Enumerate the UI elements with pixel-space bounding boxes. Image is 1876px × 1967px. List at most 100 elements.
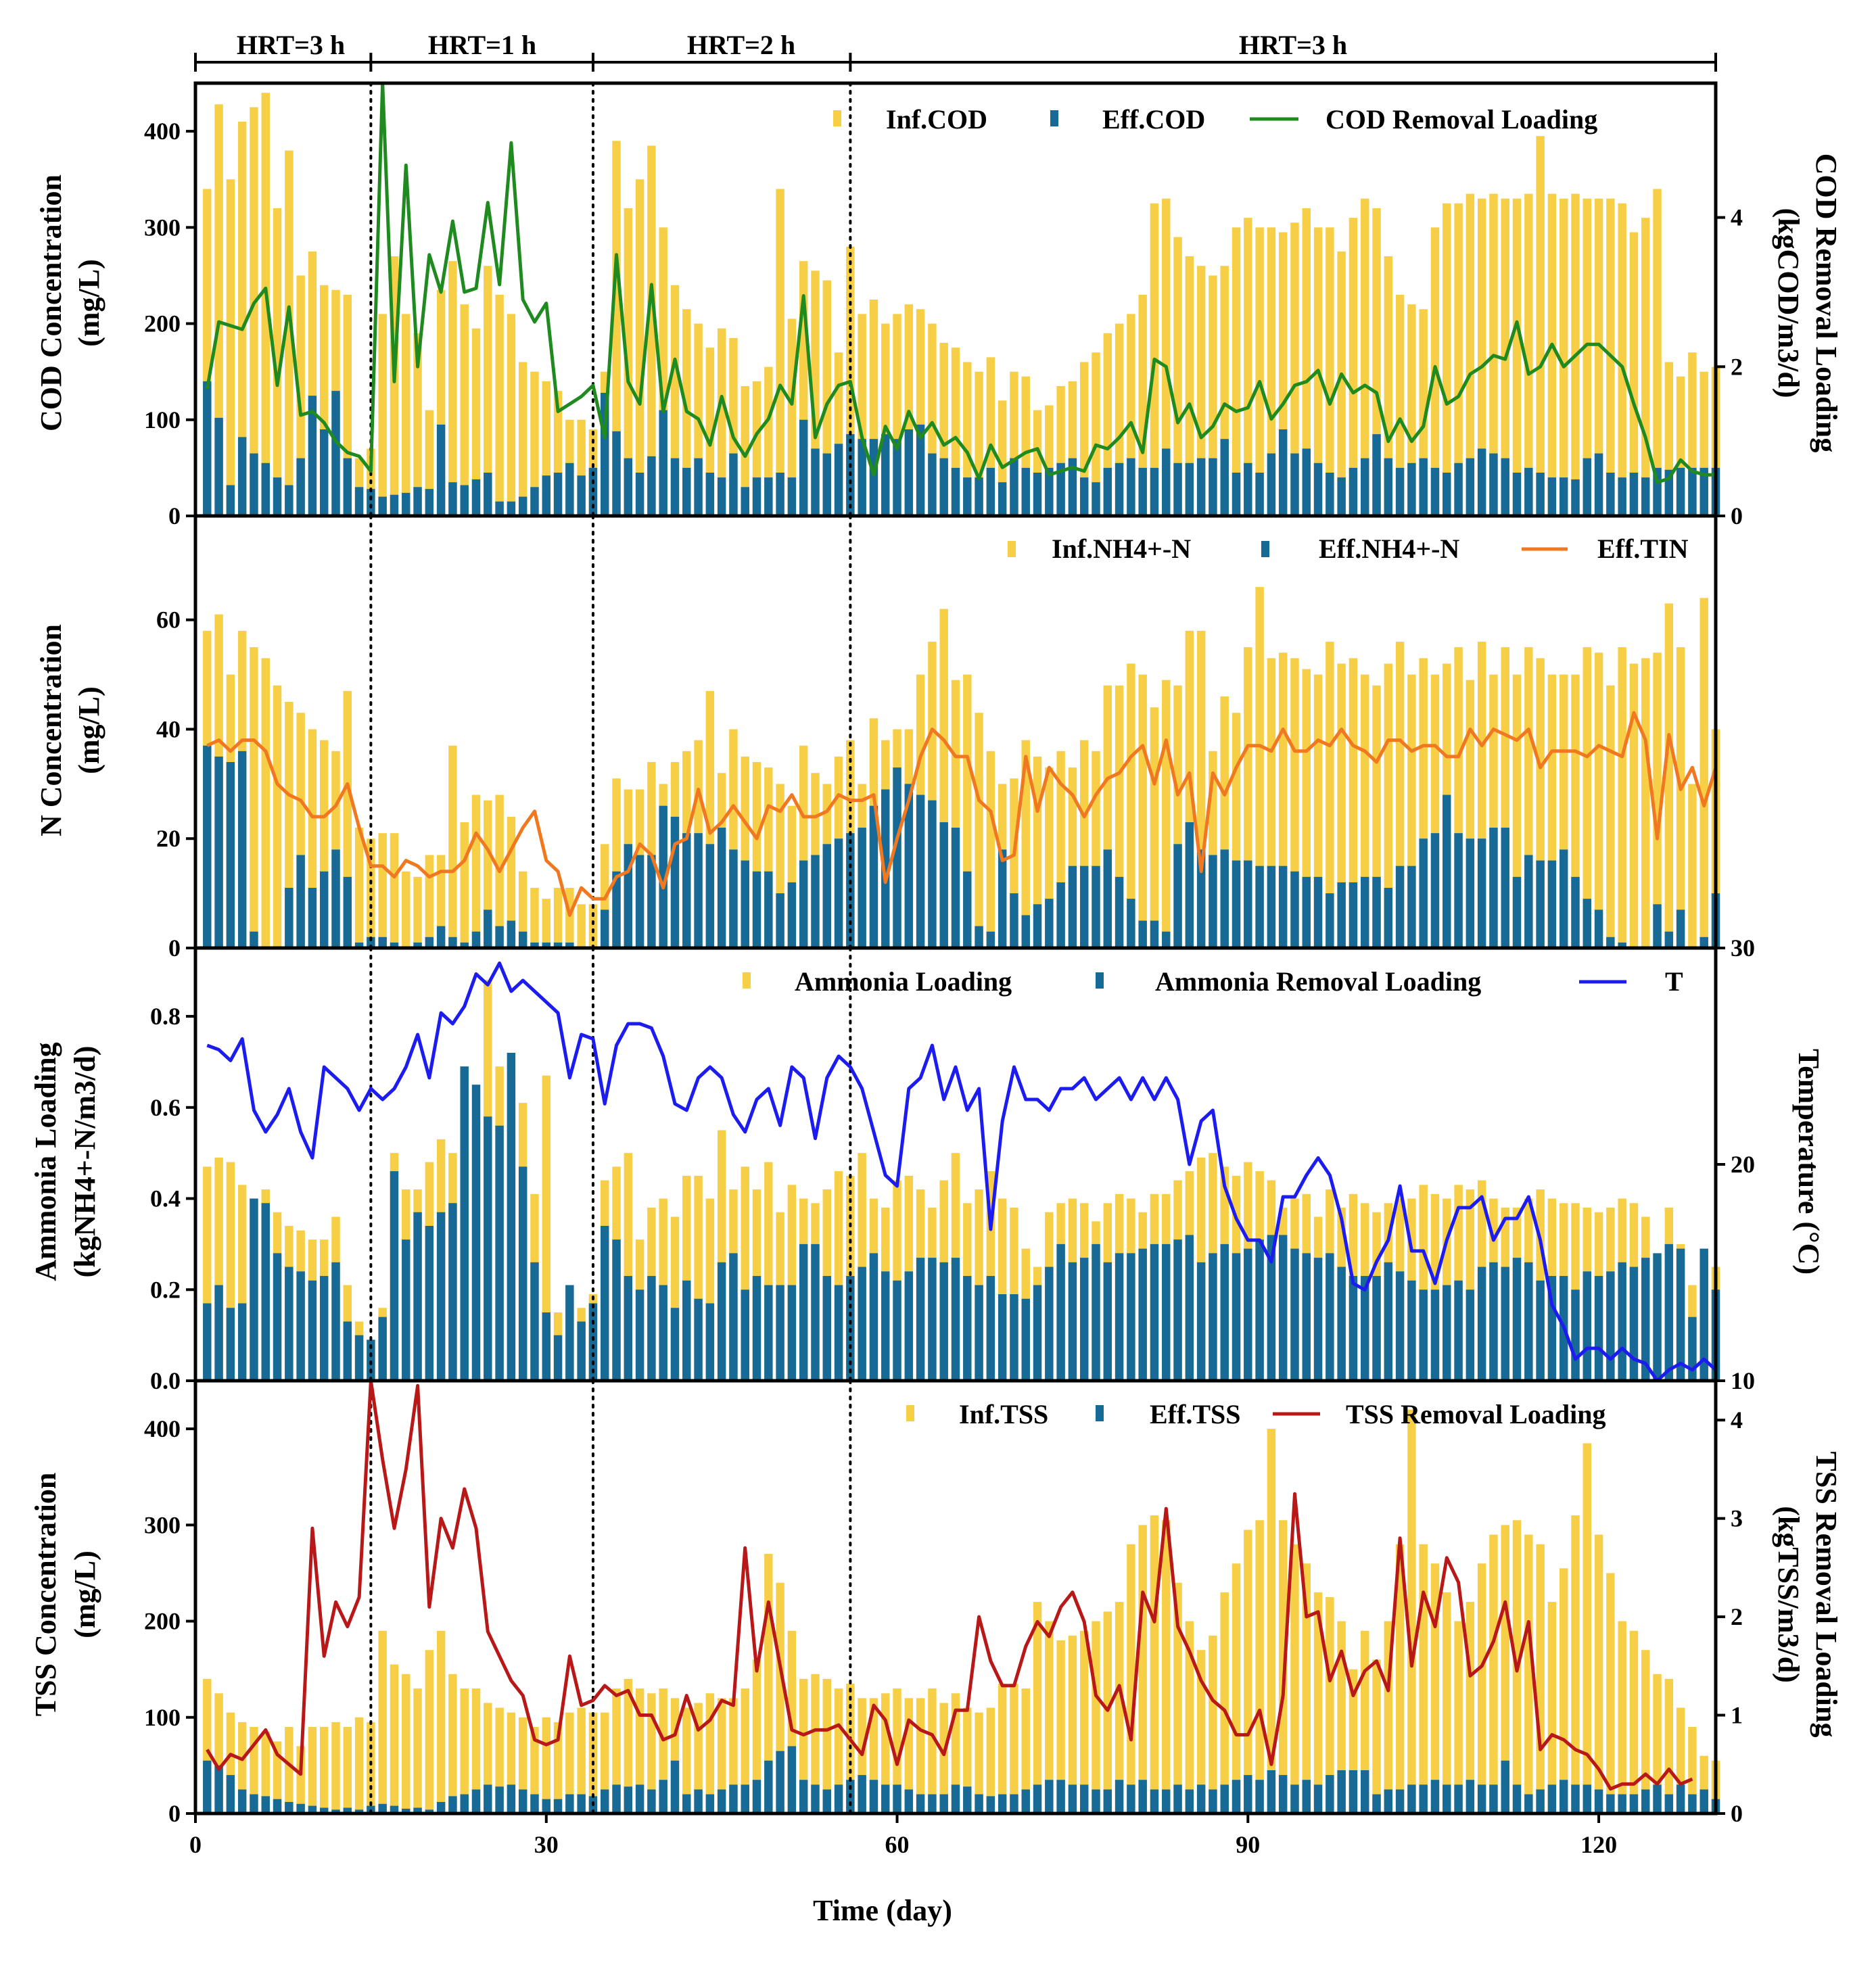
inf-bar: [1302, 1563, 1311, 1814]
hrt-label: HRT=3 h: [237, 30, 345, 60]
eff-bar: [635, 855, 644, 948]
eff-bar: [1278, 866, 1288, 948]
ammonia-axis-ticks: 0.0 0.2 0.4 0.6 0.8 10 20 30: [150, 934, 1755, 1394]
eff-bar: [471, 1085, 481, 1381]
eff-bar: [764, 871, 773, 948]
eff-bar: [928, 800, 937, 948]
eff-bar: [1395, 1271, 1405, 1381]
eff-bar: [378, 1803, 387, 1814]
inf-bar: [1443, 203, 1451, 516]
inf-bar: [413, 1688, 422, 1814]
legend-label: COD Removal Loading: [1326, 104, 1597, 135]
inf-bar: [542, 1717, 550, 1814]
eff-bar: [214, 1765, 223, 1814]
eff-bar: [1232, 473, 1241, 516]
eff-bar: [893, 439, 901, 516]
inf-bar: [378, 314, 387, 516]
inf-bar: [261, 658, 270, 948]
eff-bar: [1372, 434, 1381, 516]
inf-bar: [776, 189, 784, 516]
eff-bar: [1606, 473, 1615, 516]
n-ylabel-left: N Concentration: [34, 624, 68, 836]
eff-bar: [378, 937, 387, 948]
eff-bar: [1361, 1276, 1369, 1381]
eff-bar: [705, 844, 715, 948]
inf-bar: [1079, 1630, 1089, 1814]
eff-bar: [986, 467, 995, 516]
inf-bar: [565, 1712, 574, 1814]
legend-swatch-eff: [1050, 110, 1058, 126]
inf-bar: [343, 1727, 352, 1814]
eff-bar: [1559, 849, 1568, 948]
inf-bar: [354, 1717, 364, 1814]
inf-bar: [1349, 218, 1358, 516]
inf-bar: [460, 1688, 469, 1814]
eff-bar: [717, 477, 726, 516]
x-tick-label: 0: [189, 1831, 202, 1858]
eff-bar: [402, 1239, 411, 1381]
eff-bar: [237, 751, 247, 948]
eff-bar: [1664, 931, 1674, 948]
inf-bar: [1196, 266, 1206, 516]
eff-bar: [1045, 1780, 1054, 1814]
eff-bar: [484, 473, 492, 516]
eff-bar: [799, 1243, 808, 1381]
inf-bar: [250, 107, 258, 517]
eff-bar: [682, 833, 691, 948]
eff-bar: [1477, 1784, 1486, 1814]
eff-bar: [659, 805, 667, 948]
eff-bar: [1079, 1784, 1089, 1814]
inf-bar: [530, 1727, 539, 1814]
inf-bar: [1430, 1563, 1440, 1814]
inf-bar: [1465, 193, 1475, 516]
inf-bar: [518, 362, 527, 516]
eff-bar: [1372, 1276, 1381, 1381]
inf-bar: [1092, 1621, 1100, 1814]
eff-bar: [354, 1335, 364, 1381]
eff-bar: [471, 1789, 481, 1814]
inf-bar: [1594, 198, 1603, 516]
inf-bar: [1676, 647, 1685, 948]
eff-bar: [1430, 833, 1440, 948]
hrt-dividers: [369, 1379, 852, 1815]
temperature-ylabel: Temperature (°C): [1792, 1049, 1825, 1275]
eff-bar: [635, 1289, 644, 1381]
eff-bar: [413, 1212, 422, 1381]
eff-bar: [1290, 871, 1299, 948]
inf-bar: [495, 294, 504, 516]
eff-bar: [542, 942, 550, 948]
eff-bar: [834, 1285, 843, 1381]
eff-bar: [1372, 1794, 1381, 1814]
eff-bar: [1127, 1784, 1135, 1814]
eff-bar: [1337, 477, 1346, 516]
eff-bar: [308, 396, 317, 516]
inf-bar: [367, 1722, 375, 1814]
inf-bar: [1699, 598, 1708, 948]
eff-bar: [694, 1789, 703, 1814]
inf-bar: [1606, 1573, 1615, 1814]
eff-bar: [1489, 1784, 1498, 1814]
tss-eff-bars: [203, 1746, 1720, 1814]
inf-bar: [436, 1630, 446, 1814]
eff-bar: [1524, 855, 1533, 948]
eff-bar: [1676, 467, 1685, 516]
eff-bar: [752, 1276, 761, 1381]
inf-bar: [402, 871, 411, 948]
eff-bar: [1501, 1266, 1509, 1381]
inf-bar: [285, 150, 294, 517]
eff-bar: [1629, 1794, 1639, 1814]
eff-bar: [1220, 1784, 1229, 1814]
inf-bar: [1641, 658, 1650, 948]
eff-bar: [1209, 1789, 1217, 1814]
eff-bar: [717, 1789, 726, 1814]
eff-bar: [787, 1746, 797, 1814]
inf-bar: [1337, 251, 1346, 516]
eff-bar: [1594, 909, 1603, 948]
eff-bar: [963, 1276, 972, 1381]
eff-bar: [787, 882, 797, 948]
eff-bar: [1699, 937, 1708, 948]
eff-bar: [752, 1780, 761, 1814]
inf-bar: [647, 145, 656, 516]
eff-bar: [822, 844, 832, 948]
